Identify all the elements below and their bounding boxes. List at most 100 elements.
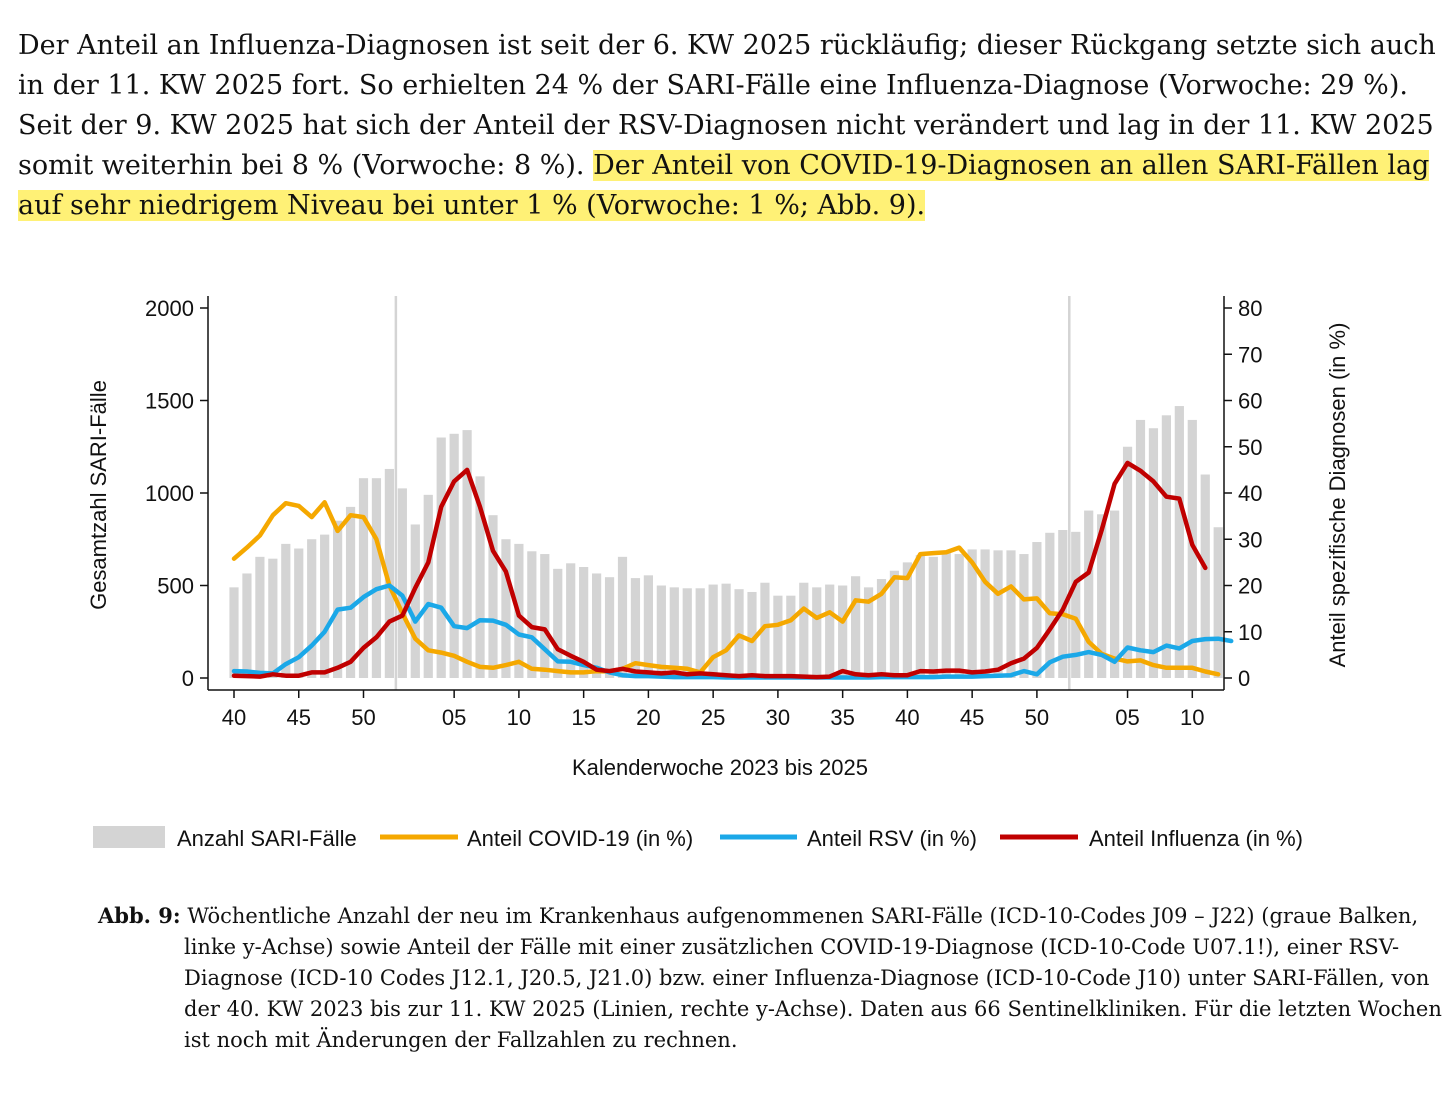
x-tick-label: 05	[1115, 705, 1139, 730]
bar	[566, 563, 576, 678]
bar	[876, 579, 887, 678]
x-tick-label: 40	[222, 705, 246, 730]
legend-label-covid: Anteil COVID-19 (in %)	[467, 826, 693, 851]
covid-line	[231, 500, 1221, 677]
bar	[682, 588, 692, 678]
bar	[268, 558, 278, 678]
y-right-tick-label: 80	[1238, 296, 1262, 321]
bar	[721, 583, 731, 678]
bar	[643, 575, 653, 678]
bar	[423, 494, 433, 678]
bar	[838, 585, 848, 678]
bar	[475, 476, 485, 678]
bar	[527, 551, 537, 678]
bar	[255, 556, 265, 678]
x-tick-label: 20	[636, 705, 660, 730]
bar	[1110, 510, 1120, 678]
bar	[902, 562, 912, 678]
bar	[863, 587, 874, 678]
legend-label-influenza: Anteil Influenza (in %)	[1089, 826, 1303, 851]
x-tick-label: 15	[571, 705, 595, 730]
bar	[980, 549, 990, 678]
y-right-tick-label: 30	[1238, 527, 1262, 552]
bar	[967, 549, 977, 678]
bar	[993, 550, 1003, 678]
y-right-tick-label: 60	[1238, 389, 1262, 414]
bar	[1097, 514, 1107, 678]
bar	[656, 585, 666, 678]
x-tick-label: 10	[1180, 705, 1204, 730]
bar	[501, 539, 511, 678]
x-tick-label: 35	[830, 705, 854, 730]
x-tick-label: 50	[351, 705, 375, 730]
bar	[786, 595, 796, 678]
x-tick-label: 45	[960, 705, 984, 730]
influenza-line	[231, 460, 1208, 680]
bar	[294, 548, 304, 678]
legend: Anzahl SARI-Fälle Anteil COVID-19 (in %)…	[93, 826, 1303, 851]
bar	[825, 584, 835, 678]
bar	[1045, 532, 1055, 678]
bar	[553, 568, 563, 678]
bar	[592, 573, 602, 678]
bar	[812, 587, 822, 678]
bar	[708, 584, 718, 678]
bar	[630, 578, 641, 678]
x-tick-label: 40	[895, 705, 919, 730]
x-tick-label: 50	[1025, 705, 1049, 730]
bar	[462, 430, 472, 678]
y-left-tick-label: 500	[157, 574, 194, 599]
bar	[1084, 510, 1094, 678]
bar	[1122, 446, 1133, 678]
bar	[669, 587, 679, 678]
bar	[579, 567, 589, 678]
bar	[436, 437, 446, 678]
y-right-tick-label: 50	[1238, 435, 1262, 460]
bar	[889, 570, 900, 678]
caption-text: Wöchentliche Anzahl der neu im Krankenha…	[180, 904, 1442, 1052]
bar	[1148, 428, 1159, 678]
bar	[928, 556, 938, 678]
caption-label: Abb. 9:	[98, 903, 181, 928]
bar	[695, 588, 705, 678]
bar	[604, 577, 615, 678]
bar	[1200, 474, 1210, 678]
x-tick-label: 25	[701, 705, 725, 730]
bar	[307, 539, 317, 678]
y-right-tick-label: 40	[1238, 481, 1262, 506]
bar	[333, 520, 343, 678]
bar	[1135, 419, 1146, 678]
bar	[617, 556, 628, 678]
legend-label-rsv: Anteil RSV (in %)	[807, 826, 977, 851]
bar	[281, 543, 291, 678]
bar	[1058, 530, 1068, 678]
bar	[1071, 531, 1081, 678]
x-tick-label: 30	[766, 705, 790, 730]
y-right-tick-label: 20	[1238, 574, 1262, 599]
bar	[1213, 527, 1223, 678]
y-right-tick-label: 70	[1238, 342, 1262, 367]
bar	[915, 554, 925, 678]
bar	[229, 587, 239, 678]
y-axis-left-title: Gesamtzahl SARI-Fälle	[86, 380, 111, 610]
bar	[384, 468, 394, 678]
y-left-tick-label: 1000	[145, 481, 194, 506]
bar	[242, 573, 252, 678]
y-left-tick-label: 1500	[145, 389, 194, 414]
legend-label-sari: Anzahl SARI-Fälle	[177, 826, 357, 851]
bar	[851, 576, 861, 678]
bar	[799, 582, 809, 678]
bar	[941, 552, 951, 678]
bar	[1019, 554, 1029, 678]
bar	[760, 582, 770, 678]
bar	[747, 591, 757, 678]
x-tick-label: 10	[507, 705, 531, 730]
bar	[1161, 415, 1171, 678]
bar	[1032, 542, 1042, 678]
y-right-tick-label: 0	[1238, 666, 1250, 691]
y-axis-right-title: Anteil spezifische Diagnosen (in %)	[1325, 323, 1350, 668]
bar	[1174, 406, 1184, 678]
bar	[954, 554, 964, 678]
x-tick-label: 45	[287, 705, 311, 730]
bar	[488, 515, 498, 678]
